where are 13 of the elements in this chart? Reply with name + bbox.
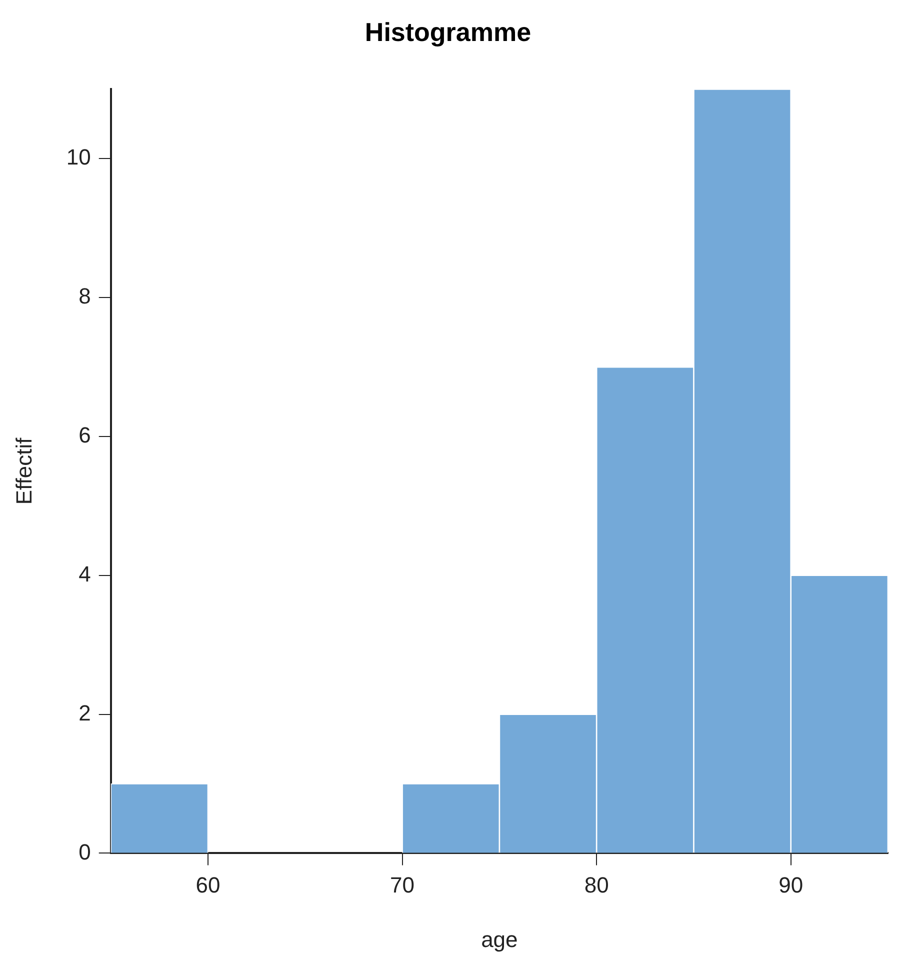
chart-title: Histogramme (364, 16, 532, 47)
y-tick-label: 0 (78, 839, 91, 864)
x-tick-label: 80 (584, 872, 609, 898)
y-tick-label: 4 (78, 561, 91, 586)
y-tick-label: 6 (78, 422, 91, 448)
x-tick-label: 60 (196, 872, 220, 898)
x-tick-label: 90 (778, 872, 804, 898)
y-tick-label: 10 (66, 144, 91, 170)
y-tick-label: 8 (78, 284, 91, 309)
y-axis-title: Effectif (11, 436, 36, 505)
x-axis-title: age (481, 926, 518, 952)
y-tick-label: 2 (78, 700, 91, 726)
x-tick-label: 70 (390, 872, 415, 898)
